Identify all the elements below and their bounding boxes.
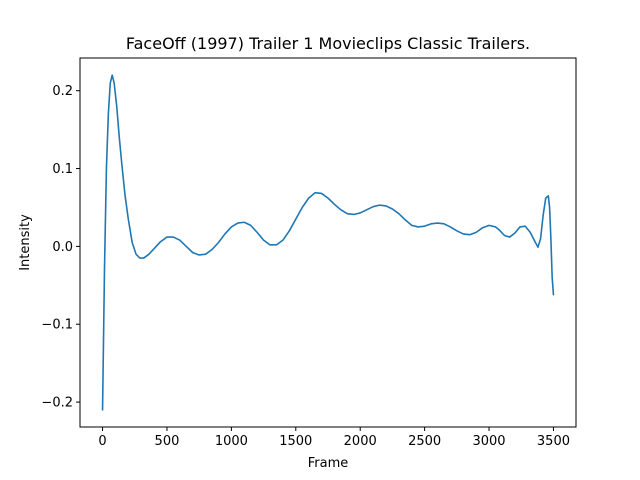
y-tick-label: −0.2: [41, 396, 73, 411]
y-tick-label: 0.0: [52, 240, 73, 255]
series-line-0: [101, 74, 555, 411]
x-tick-label: 2500: [408, 434, 441, 449]
x-tick-label: 1500: [279, 434, 312, 449]
y-tick-label: −0.1: [41, 318, 73, 333]
chart-title: FaceOff (1997) Trailer 1 Movieclips Clas…: [126, 34, 530, 53]
x-tick-label: 3000: [472, 434, 505, 449]
x-tick-label: 1000: [215, 434, 248, 449]
y-tick-label: 0.1: [52, 162, 73, 177]
y-axis-label: Intensity: [18, 214, 33, 271]
y-tick-label: 0.2: [52, 84, 73, 99]
plot-frame: [79, 57, 577, 428]
x-tick-label: 2000: [344, 434, 377, 449]
x-tick-label: 0: [98, 434, 106, 449]
x-tick-label: 3500: [537, 434, 570, 449]
x-tick-label: 500: [155, 434, 180, 449]
x-axis-label: Frame: [308, 456, 349, 471]
